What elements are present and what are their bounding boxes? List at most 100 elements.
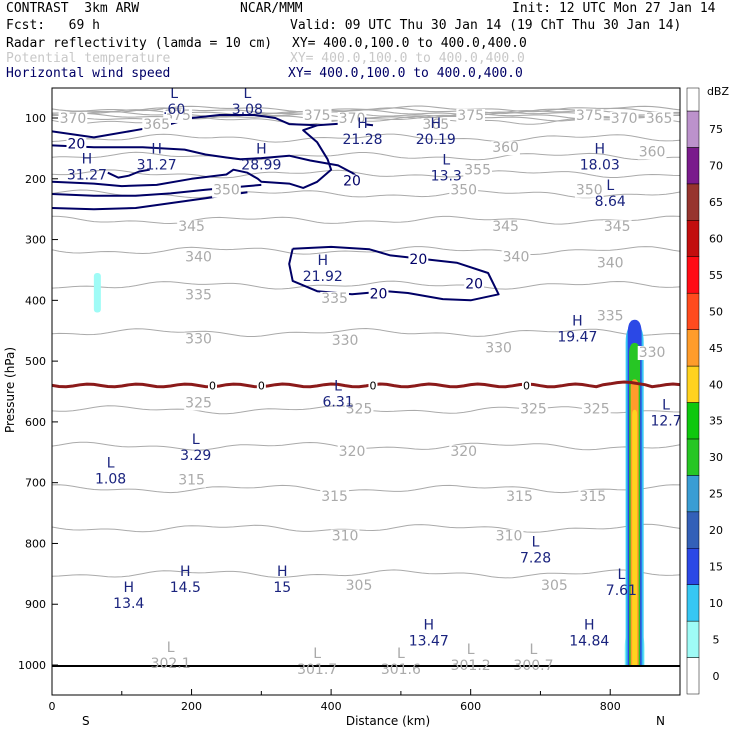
- wind-label: 20: [370, 287, 388, 303]
- theta-label: 310: [332, 529, 359, 545]
- colorbar-swatch: [686, 292, 700, 330]
- theta-contour-330: [52, 327, 680, 337]
- high-marker: H: [424, 618, 435, 634]
- high-marker: H: [123, 580, 134, 596]
- wind-label-bg: [464, 277, 485, 292]
- colorbar-swatch: [686, 183, 700, 221]
- wind-contour-20-6: [107, 168, 150, 179]
- theta-low-marker: L: [530, 642, 538, 658]
- theta-label-bg: [212, 183, 241, 198]
- theta-label: 325: [520, 402, 547, 418]
- theta-label-bg: [644, 112, 674, 126]
- colorbar-swatch: [686, 147, 700, 185]
- theta-label-bg: [344, 578, 374, 593]
- low-marker: L: [192, 432, 200, 448]
- extremum-value: 14.84: [569, 634, 609, 650]
- theta-label: 330: [332, 333, 359, 349]
- colorbar-label: 35: [709, 415, 723, 428]
- extremum-value: 8.64: [595, 194, 626, 210]
- theta-label: 350: [450, 183, 477, 199]
- theta-label: 355: [464, 163, 491, 179]
- theta-label: 370: [339, 111, 366, 127]
- institution-label: NCAR/MMM: [240, 1, 303, 16]
- theta-label-bg: [491, 141, 520, 156]
- theta-label: 365: [646, 111, 673, 127]
- wind-label-bg: [342, 174, 362, 189]
- theta-label-bg: [302, 108, 332, 123]
- theta-label-bg: [637, 346, 667, 361]
- extremum-value: 1.08: [95, 471, 126, 487]
- y-axis-label: Pressure (hPa): [3, 347, 17, 433]
- theta-label: 340: [503, 250, 530, 266]
- extremum-value: 31.27: [137, 158, 177, 174]
- high-marker: H: [277, 564, 288, 580]
- theta-label-bg: [574, 108, 604, 123]
- x-tick-label: 0: [49, 700, 56, 713]
- theta-label: 335: [321, 291, 348, 307]
- theta-label: 320: [450, 444, 477, 460]
- x-axis-label: Distance (km): [346, 714, 430, 728]
- wind-contour-20-5: [288, 245, 500, 302]
- init-time: Init: 12 UTC Mon 27 Jan 14: [512, 1, 716, 16]
- theta-label-bg: [456, 108, 486, 123]
- theta-label-bg: [320, 490, 349, 505]
- plot-area: [52, 88, 680, 695]
- theta-label-bg: [494, 529, 524, 544]
- extremum-value: 19.47: [557, 330, 597, 346]
- low-marker: L: [334, 379, 342, 395]
- colorbar-swatch: [686, 110, 700, 148]
- colorbar-label: 60: [709, 233, 723, 246]
- low-marker: L: [107, 455, 115, 471]
- colorbar-label: 20: [709, 524, 723, 537]
- theta-label-bg: [184, 288, 213, 303]
- theta-label: 345: [492, 219, 519, 235]
- wind-label-bg: [66, 137, 87, 152]
- theta-label-bg: [595, 256, 625, 271]
- theta-label-bg: [184, 332, 213, 347]
- theta-label-bg: [574, 183, 604, 198]
- x-tick-label: 400: [321, 700, 342, 713]
- high-marker: H: [256, 142, 267, 158]
- theta-label: 325: [185, 395, 212, 411]
- x-tick-label: 600: [460, 700, 481, 713]
- theta-label: 305: [346, 578, 373, 594]
- theta-label-bg: [58, 112, 88, 126]
- x-tick-label: 800: [600, 700, 621, 713]
- theta-label-bg: [501, 250, 531, 265]
- field3-name: Horizontal wind speed: [6, 66, 171, 81]
- y-tick-label: 600: [25, 416, 46, 429]
- y-tick-label: 400: [25, 294, 46, 307]
- colorbar-label: 5: [713, 633, 720, 646]
- x-tick-label: 200: [181, 700, 202, 713]
- theta-contour-360: [52, 151, 680, 161]
- extremum-value: 6.31: [323, 395, 354, 411]
- north-end-label: N: [656, 714, 665, 728]
- colorbar-label: 15: [709, 560, 723, 573]
- freezing-level-line: [52, 380, 680, 389]
- extremum-value: 7.28: [520, 550, 551, 566]
- colorbar-label: 75: [709, 123, 723, 136]
- wind-contour-20-3: [52, 183, 262, 197]
- high-marker: H: [82, 151, 93, 167]
- colorbar-swatch: [686, 511, 700, 549]
- theta-label: 345: [178, 219, 205, 235]
- theta-label: 330: [485, 341, 512, 357]
- wind-label: 20: [68, 137, 86, 153]
- wind-label: 20: [465, 276, 483, 292]
- theta-label-bg: [491, 220, 520, 235]
- theta-label: 340: [597, 256, 624, 272]
- theta-label: 375: [457, 108, 484, 124]
- wind-contour-20-1: [52, 144, 360, 185]
- theta-label: 330: [639, 345, 666, 361]
- extremum-value: .60: [163, 102, 185, 118]
- colorbar-label: 70: [709, 160, 723, 173]
- y-tick-label: 200: [25, 173, 46, 186]
- theta-low-marker: L: [467, 642, 475, 658]
- theta-label-bg: [581, 402, 611, 417]
- theta-label: 315: [579, 489, 606, 505]
- reflectivity-small-cell: [93, 272, 101, 313]
- extremum-value: 3.08: [232, 102, 263, 118]
- theta-contour-345: [52, 215, 680, 225]
- colorbar-label: 25: [709, 488, 723, 501]
